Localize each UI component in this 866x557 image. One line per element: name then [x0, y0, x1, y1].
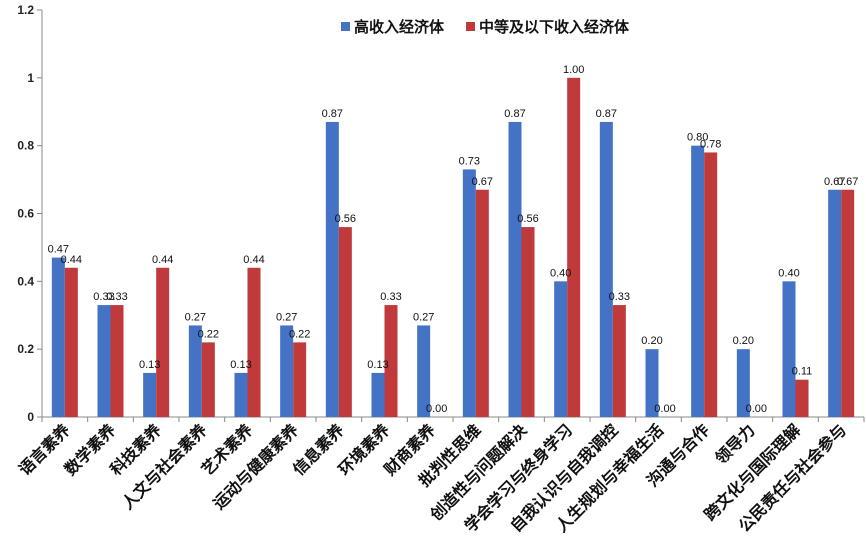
y-tick-label: 0.4	[17, 274, 34, 288]
data-label: 0.11	[792, 366, 813, 378]
bar-series-2	[156, 267, 170, 417]
data-label: 0.40	[778, 267, 799, 279]
data-label: 1.00	[563, 64, 584, 76]
data-label: 0.73	[459, 155, 480, 167]
data-label: 0.67	[472, 176, 493, 188]
bar-series-1	[691, 145, 705, 417]
bar-series-1	[508, 121, 522, 418]
data-label: 0.00	[746, 403, 767, 415]
bar-series-1	[97, 305, 111, 417]
data-label: 0.56	[517, 213, 538, 225]
data-label: 0.00	[654, 403, 675, 415]
data-label: 0.87	[596, 108, 617, 120]
bar-series-2	[110, 305, 124, 417]
legend-label: 高收入经济体	[354, 18, 445, 36]
data-label: 0.44	[61, 254, 82, 266]
data-label: 0.87	[322, 108, 343, 120]
bar-series-1	[325, 121, 339, 418]
y-tick-label: 1	[27, 71, 34, 85]
data-label: 0.22	[198, 328, 219, 340]
bar-series-1	[371, 372, 385, 417]
legend-label: 中等及以下收入经济体	[479, 18, 630, 36]
data-label: 0.20	[641, 335, 662, 347]
data-labels: 0.47 0.33 0.13 0.27 0.13 0.27 0.87 0.13 0.27 0.73…	[48, 64, 859, 415]
data-label: 0.40	[550, 267, 571, 279]
y-tick-label: 0.8	[17, 139, 34, 153]
bar-series-1	[417, 325, 431, 417]
bar-series-2	[841, 189, 855, 417]
bar-series-1	[828, 189, 842, 417]
axes: 00.20.40.60.811.2语言素养数学素养科技素养人文与社会素养艺术素养…	[15, 3, 865, 536]
data-label: 0.78	[700, 138, 721, 150]
bar-series-2	[567, 77, 581, 417]
bar-series-1	[51, 257, 65, 417]
bar-series-2	[704, 152, 718, 417]
y-tick-label: 1.2	[17, 3, 34, 17]
bar-series-2	[475, 189, 489, 417]
data-label: 0.80	[687, 132, 708, 144]
data-label: 0.13	[139, 359, 160, 371]
data-label: 0.20	[733, 335, 754, 347]
data-label: 0.33	[93, 291, 114, 303]
data-label: 0.22	[289, 328, 310, 340]
bar-series-1	[782, 281, 796, 417]
bar-series-2	[612, 305, 626, 417]
bar-series-2	[795, 379, 809, 417]
data-label: 0.87	[504, 108, 525, 120]
legend: 高收入经济体 中等及以下收入经济体	[341, 18, 630, 36]
bar-series-2	[338, 227, 352, 417]
bar-series-1	[599, 121, 613, 418]
bar-series-1	[736, 349, 750, 417]
bars	[51, 77, 855, 418]
data-label: 0.27	[185, 311, 206, 323]
data-label: 0.56	[335, 213, 356, 225]
bar-series-2	[201, 342, 215, 417]
bar-series-2	[247, 267, 261, 417]
y-tick-label: 0	[27, 410, 34, 424]
bar-series-2	[384, 305, 398, 417]
bar-series-1	[462, 169, 476, 417]
bar-series-1	[234, 372, 248, 417]
bar-series-1	[188, 325, 202, 417]
bar-series-1	[143, 372, 157, 417]
bar-series-2	[293, 342, 307, 417]
data-label: 0.33	[106, 291, 127, 303]
data-label: 0.33	[380, 291, 401, 303]
y-tick-label: 0.6	[17, 207, 34, 221]
data-label: 0.27	[276, 311, 297, 323]
y-tick-label: 0.2	[17, 342, 34, 356]
data-label: 0.33	[609, 291, 630, 303]
data-label: 0.44	[243, 254, 264, 266]
data-label: 0.47	[48, 244, 69, 256]
bar-series-1	[645, 349, 659, 417]
bar-series-1	[554, 281, 568, 417]
data-label: 0.13	[367, 359, 388, 371]
data-label: 0.27	[413, 311, 434, 323]
bar-series-2	[64, 267, 78, 417]
legend-swatch	[466, 22, 475, 31]
data-label: 0.67	[824, 176, 845, 188]
data-label: 0.13	[230, 359, 251, 371]
data-label: 0.00	[426, 403, 447, 415]
bar-series-2	[521, 227, 535, 417]
data-label: 0.44	[152, 254, 173, 266]
bar-series-1	[280, 325, 294, 417]
data-label: 0.67	[837, 176, 858, 188]
legend-swatch	[341, 22, 350, 31]
